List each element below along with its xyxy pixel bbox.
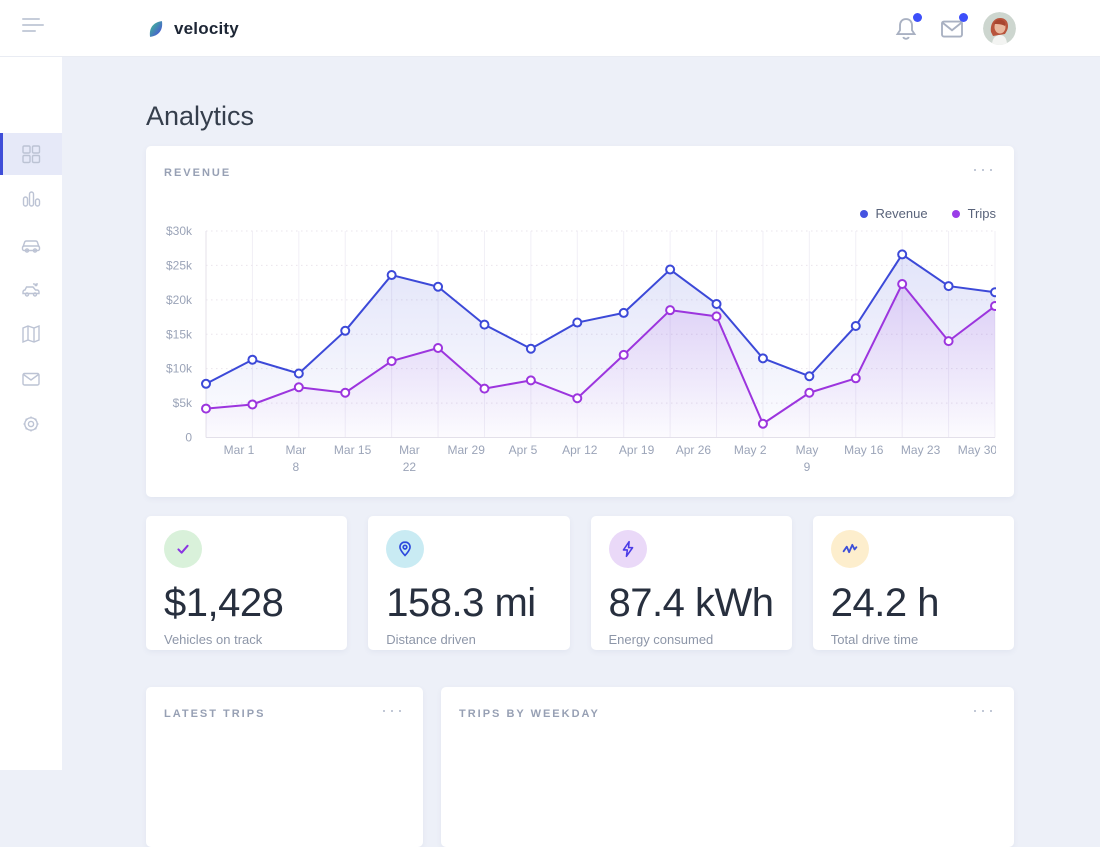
- top-bar: velocity: [0, 0, 1100, 57]
- page-title: Analytics: [146, 101, 255, 131]
- legend-dot: [859, 209, 868, 218]
- trips-by-weekday-title: TRIPS BY WEEKDAY: [459, 708, 600, 720]
- svg-text:Apr 19: Apr 19: [619, 443, 655, 457]
- legend-item-revenue[interactable]: Revenue: [859, 206, 928, 221]
- latest-trips-card: LATEST TRIPS ···: [146, 687, 423, 847]
- stat-label: Vehicles on track: [164, 632, 263, 647]
- notification-dot: [959, 12, 968, 22]
- menu-icon[interactable]: [22, 18, 44, 38]
- check-icon: [177, 544, 189, 554]
- svg-text:May 2: May 2: [734, 443, 767, 457]
- stat-label: Total drive time: [830, 632, 919, 647]
- lightning-icon: [622, 540, 633, 558]
- latest-trips-title: LATEST TRIPS: [164, 708, 266, 720]
- legend-dot: [951, 209, 960, 218]
- revenue-card-menu[interactable]: ···: [972, 159, 996, 179]
- mail-icon: [22, 372, 40, 386]
- svg-text:$10k: $10k: [166, 362, 193, 376]
- sidebar-item-dashboard[interactable]: [0, 133, 62, 175]
- notification-dot: [913, 12, 922, 22]
- sidebar-item-map[interactable]: [0, 313, 62, 355]
- legend-label: Revenue: [875, 206, 928, 221]
- sidebar-item-vehicles[interactable]: [0, 223, 62, 265]
- trips-by-weekday-card: TRIPS BY WEEKDAY ···: [441, 687, 1014, 847]
- legend-label: Trips: [967, 206, 996, 221]
- location-pin-icon: [399, 541, 412, 557]
- stat-card-drive-time: 24.2 h Total drive time: [812, 516, 1014, 650]
- svg-text:Mar 1: Mar 1: [224, 443, 255, 457]
- sidebar-item-analytics[interactable]: [0, 178, 62, 220]
- activity-icon: [842, 543, 858, 554]
- stats-row: $1,428 Vehicles on track 158.3 mi Distan…: [146, 516, 1014, 650]
- svg-text:Mar 29: Mar 29: [448, 443, 486, 457]
- stat-value: 158.3 mi: [386, 581, 536, 625]
- sidebar: [0, 57, 62, 770]
- stat-label: Distance driven: [386, 632, 476, 647]
- sidebar-item-messages[interactable]: [0, 358, 62, 400]
- brand[interactable]: velocity: [146, 0, 239, 57]
- trips-by-weekday-menu[interactable]: ···: [972, 700, 996, 720]
- mail-icon[interactable]: [937, 12, 968, 44]
- svg-text:May 30: May 30: [958, 443, 996, 457]
- svg-text:$15k: $15k: [166, 327, 193, 341]
- svg-text:$20k: $20k: [166, 293, 193, 307]
- svg-text:Apr 12: Apr 12: [562, 443, 598, 457]
- svg-text:$25k: $25k: [166, 258, 193, 272]
- svg-text:May 23: May 23: [901, 443, 941, 457]
- svg-text:Apr 5: Apr 5: [509, 443, 538, 457]
- revenue-card-title: REVENUE: [164, 167, 232, 179]
- map-icon: [22, 324, 40, 344]
- sidebar-item-car-share[interactable]: [0, 268, 62, 310]
- stat-label: Energy consumed: [608, 632, 714, 647]
- bar-chart-icon: [22, 191, 41, 207]
- latest-trips-menu[interactable]: ···: [381, 700, 405, 720]
- dashboard-grid-icon: [22, 145, 41, 164]
- avatar[interactable]: [983, 12, 1016, 45]
- sidebar-item-settings[interactable]: [0, 403, 62, 445]
- svg-text:0: 0: [185, 431, 192, 445]
- revenue-card: REVENUE ··· Revenue Trips $30k $25k $20k $15…: [146, 146, 1014, 497]
- car-icon: [21, 240, 41, 253]
- svg-text:$30k: $30k: [166, 226, 193, 238]
- svg-text:Mar 15: Mar 15: [334, 443, 372, 457]
- stat-value: 24.2 h: [830, 581, 940, 625]
- stat-value: 87.4 kWh: [608, 581, 774, 625]
- stat-card-vehicles: $1,428 Vehicles on track: [146, 516, 348, 650]
- stat-value: $1,428: [164, 581, 284, 625]
- settings-gear-icon: [23, 416, 39, 432]
- leaf-logo-icon: [149, 20, 163, 37]
- svg-text:$5k: $5k: [173, 396, 193, 410]
- stat-card-distance: 158.3 mi Distance driven: [368, 516, 570, 650]
- stat-card-energy: 87.4 kWh Energy consumed: [590, 516, 792, 650]
- bell-icon[interactable]: [891, 12, 922, 44]
- main-content: Analytics REVENUE ··· Revenue Trips $30k $…: [62, 57, 1100, 847]
- legend-item-trips[interactable]: Trips: [951, 206, 996, 221]
- revenue-chart: $30k $25k $20k $15k $10k $5k 0 Mar 1 Mar 8 Mar 15 M…: [164, 224, 1000, 482]
- svg-text:May 16: May 16: [844, 443, 884, 457]
- brand-name: velocity: [174, 18, 239, 38]
- car-share-icon: [22, 283, 40, 297]
- chart-legend: Revenue Trips: [859, 206, 996, 221]
- svg-text:Apr 26: Apr 26: [676, 443, 712, 457]
